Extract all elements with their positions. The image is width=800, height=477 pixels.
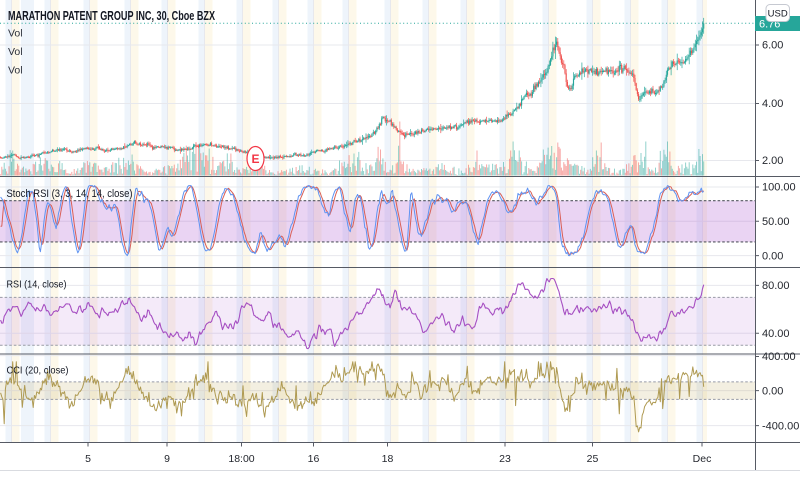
svg-text:23: 23 bbox=[499, 453, 511, 465]
svg-text:Vol: Vol bbox=[8, 65, 23, 77]
svg-text:0.00: 0.00 bbox=[762, 385, 783, 397]
svg-text:Dec: Dec bbox=[693, 453, 712, 465]
svg-text:18:00: 18:00 bbox=[228, 453, 254, 465]
svg-text:0.00: 0.00 bbox=[762, 250, 783, 262]
svg-text:Stoch RSI (3, 3, 14, 14, close: Stoch RSI (3, 3, 14, 14, close) bbox=[7, 188, 133, 200]
svg-text:Vol: Vol bbox=[8, 28, 23, 40]
svg-text:USD: USD bbox=[768, 8, 788, 19]
svg-text:Vol: Vol bbox=[8, 46, 23, 58]
svg-text:6.00: 6.00 bbox=[762, 40, 783, 52]
svg-text:100.00: 100.00 bbox=[762, 182, 796, 194]
svg-text:25: 25 bbox=[587, 453, 599, 465]
svg-text:9: 9 bbox=[164, 453, 170, 465]
svg-text:RSI (14, close): RSI (14, close) bbox=[7, 279, 67, 291]
svg-text:16: 16 bbox=[308, 453, 320, 465]
svg-text:40.00: 40.00 bbox=[762, 328, 790, 340]
svg-text:5: 5 bbox=[85, 453, 91, 465]
svg-text:4.00: 4.00 bbox=[762, 98, 783, 110]
svg-text:MARATHON PATENT GROUP INC, 30,: MARATHON PATENT GROUP INC, 30, Cboe BZX bbox=[8, 8, 215, 23]
svg-text:18: 18 bbox=[382, 453, 394, 465]
svg-text:CCI (20, close): CCI (20, close) bbox=[7, 365, 69, 377]
svg-text:E: E bbox=[251, 152, 259, 166]
svg-text:-400.00: -400.00 bbox=[762, 420, 799, 432]
svg-text:50.00: 50.00 bbox=[762, 216, 790, 228]
svg-text:400.00: 400.00 bbox=[762, 351, 796, 363]
svg-text:2.00: 2.00 bbox=[762, 155, 783, 167]
svg-text:80.00: 80.00 bbox=[762, 280, 790, 292]
